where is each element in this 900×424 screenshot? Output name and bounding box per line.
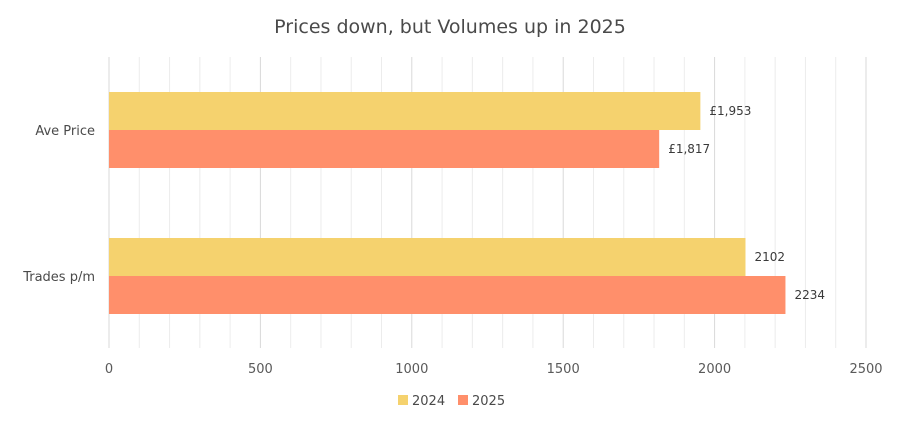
bar-2025-trades-p-m — [109, 276, 786, 314]
x-tick-label: 1000 — [395, 362, 428, 377]
x-tick-label: 1500 — [547, 362, 580, 377]
bar-2024-ave-price — [109, 92, 701, 130]
bars: £1,953 £1,817 2102 2234 — [109, 92, 825, 314]
x-tick-label: 2000 — [698, 362, 731, 377]
chart-title: Prices down, but Volumes up in 2025 — [274, 16, 626, 38]
x-tick-label: 2500 — [849, 362, 882, 377]
category-labels: Ave Price Trades p/m — [22, 124, 95, 285]
data-label: £1,817 — [668, 142, 710, 156]
data-label: 2234 — [794, 288, 825, 302]
x-tick-label: 500 — [248, 362, 273, 377]
category-label: Ave Price — [35, 124, 95, 139]
x-axis-ticks: 0 500 1000 1500 2000 2500 — [105, 362, 883, 377]
bar-2024-trades-p-m — [109, 238, 746, 276]
legend-swatch — [458, 395, 468, 405]
legend: 2024 2025 — [398, 394, 505, 409]
legend-label: 2024 — [412, 394, 445, 409]
category-label: Trades p/m — [22, 270, 95, 285]
data-label: £1,953 — [709, 104, 751, 118]
legend-swatch — [398, 395, 408, 405]
x-tick-label: 0 — [105, 362, 113, 377]
data-label: 2102 — [754, 250, 785, 264]
bar-2025-ave-price — [109, 130, 660, 168]
legend-label: 2025 — [472, 394, 505, 409]
